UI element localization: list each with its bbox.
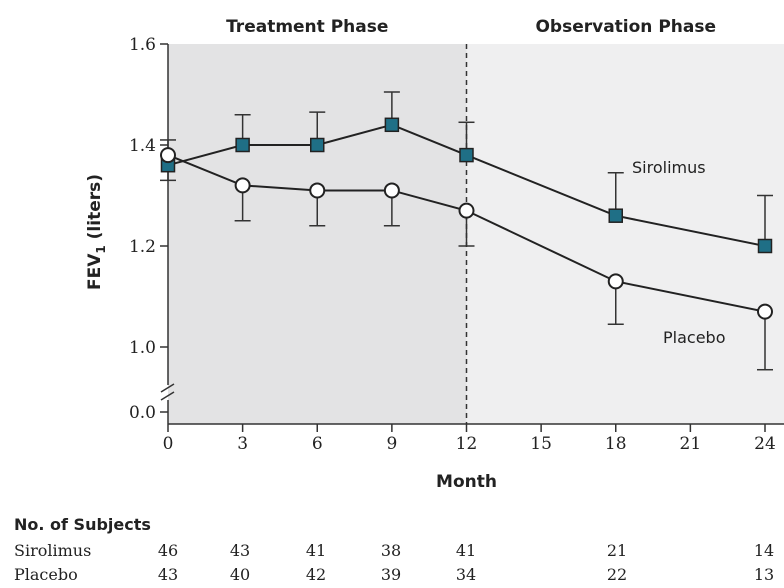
phase-header-observation: Observation Phase: [535, 17, 716, 37]
placebo-series-label: Placebo: [663, 328, 725, 347]
observation-phase-region: [466, 44, 784, 424]
placebo-point-18: [607, 273, 624, 290]
subjects-sirolimus-month-12: 41: [456, 541, 476, 560]
subjects-sirolimus-month-3: 43: [230, 541, 250, 560]
placebo-point-6: [309, 182, 326, 199]
x-tick-label-15: 15: [530, 434, 552, 454]
sirolimus-point-24: [757, 238, 773, 254]
x-tick-label-24: 24: [754, 434, 776, 454]
sirolimus-point-12: [459, 147, 474, 163]
placebo-point-0: [160, 147, 176, 164]
x-tick-label-18: 18: [605, 434, 627, 454]
sirolimus-error-bar-24: [757, 194, 773, 246]
placebo-point-3: [234, 177, 251, 194]
y-axis-break-mark-1: [160, 383, 175, 393]
placebo-point-12: [458, 202, 475, 219]
y-tick-label-1.4: 1.4: [129, 136, 156, 156]
subjects-placebo-month-18: 22: [607, 565, 627, 584]
subjects-placebo-month-12: 34: [456, 565, 476, 584]
x-tick-label-12: 12: [456, 434, 478, 454]
y-axis-title: FEV1 (liters): [85, 174, 108, 290]
subjects-placebo-month-24: 13: [754, 565, 774, 584]
treatment-phase-region: [168, 44, 467, 424]
subjects-sirolimus-month-24: 14: [754, 541, 774, 560]
sirolimus-point-18: [608, 208, 623, 223]
x-axis-title: Month: [436, 472, 497, 492]
subjects-placebo-month-6: 42: [306, 565, 326, 584]
subjects-placebo-month-9: 39: [381, 565, 401, 584]
phase-header-treatment: Treatment Phase: [226, 17, 388, 37]
x-tick-label-6: 6: [312, 434, 323, 454]
x-tick-label-3: 3: [237, 434, 248, 454]
x-tick-label-21: 21: [680, 434, 702, 454]
subjects-sirolimus-month-6: 41: [306, 541, 326, 560]
sirolimus-series-label: Sirolimus: [632, 158, 706, 177]
subjects-table-title: No. of Subjects: [14, 515, 151, 534]
sirolimus-point-3: [235, 137, 250, 153]
placebo-error-bar-24: [757, 311, 773, 371]
subjects-row-label-placebo: Placebo: [14, 565, 78, 584]
y-tick-label-0.0: 0.0: [129, 403, 156, 423]
subjects-sirolimus-month-9: 38: [381, 541, 401, 560]
sirolimus-point-9: [384, 117, 400, 133]
subjects-placebo-month-0: 43: [158, 565, 178, 584]
placebo-point-24: [757, 303, 773, 320]
y-tick-label-1.6: 1.6: [129, 35, 156, 55]
x-tick-label-0: 0: [163, 434, 174, 454]
subjects-row-label-sirolimus: Sirolimus: [14, 541, 91, 560]
subjects-sirolimus-month-18: 21: [607, 541, 627, 560]
y-tick-label-1.0: 1.0: [129, 338, 156, 358]
subjects-sirolimus-month-0: 46: [158, 541, 178, 560]
y-tick-label-1.2: 1.2: [129, 237, 156, 257]
x-tick-label-9: 9: [386, 434, 397, 454]
placebo-point-9: [383, 182, 400, 199]
sirolimus-point-6: [310, 137, 325, 153]
y-axis-break-mark-2: [160, 391, 175, 401]
subjects-placebo-month-3: 40: [230, 565, 250, 584]
